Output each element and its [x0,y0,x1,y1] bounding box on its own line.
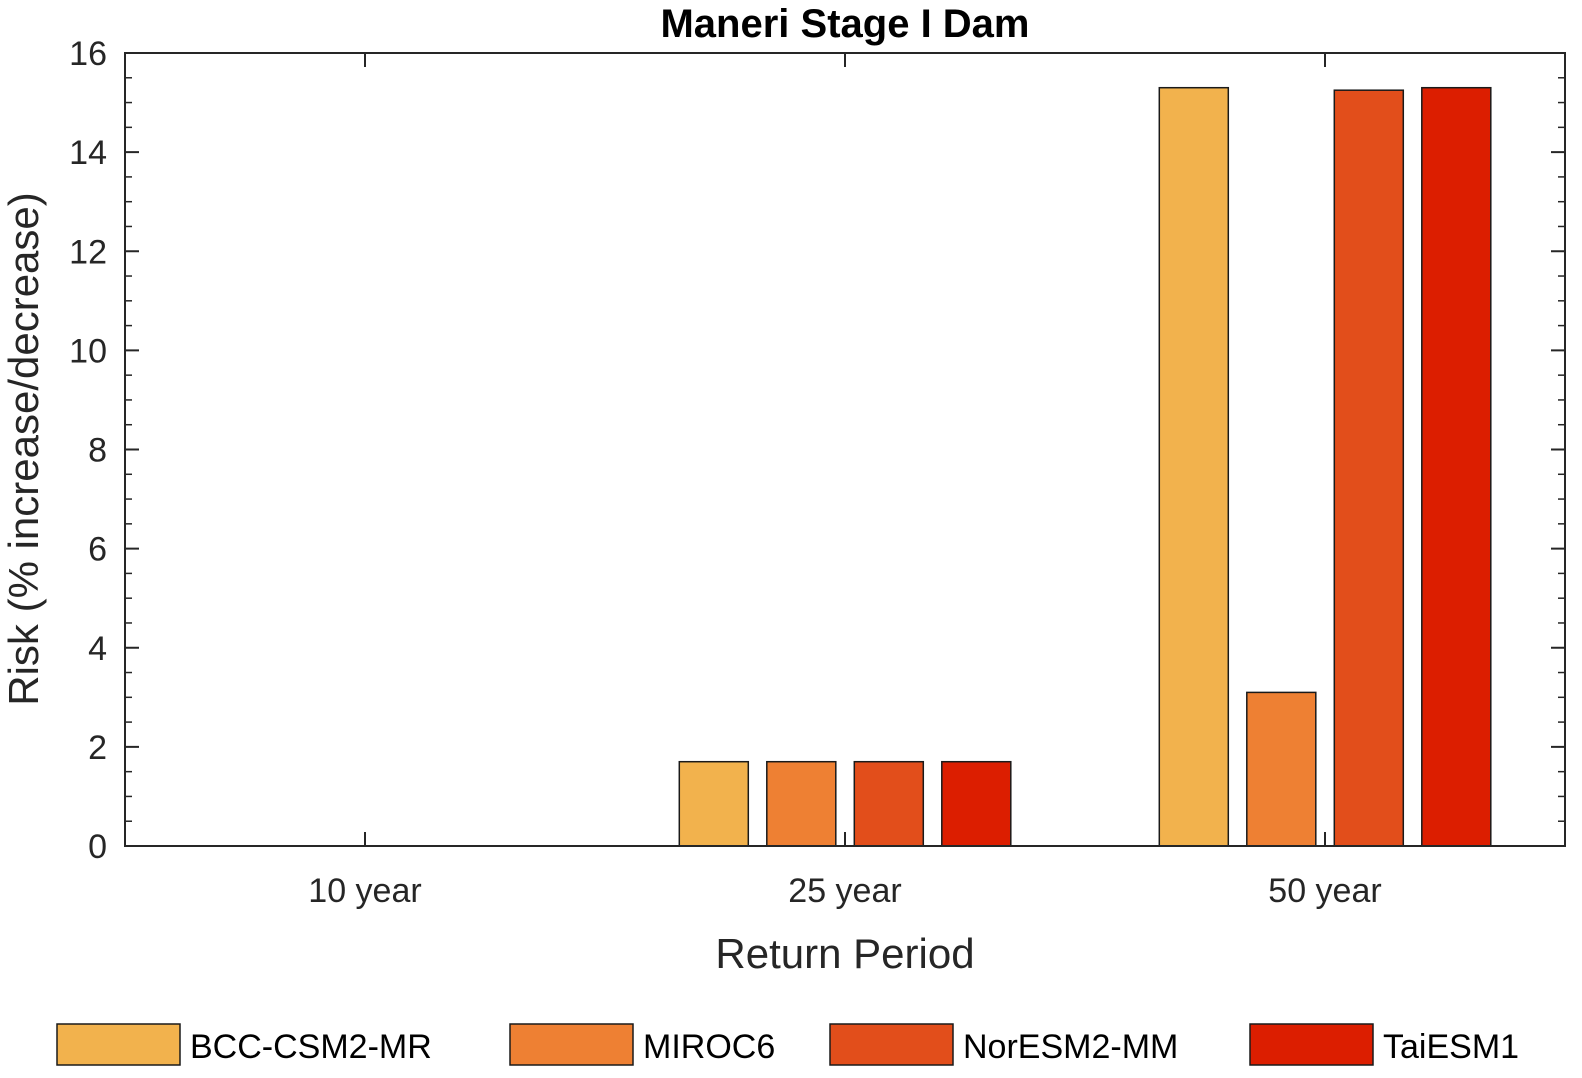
x-tick-label: 50 year [1268,872,1381,910]
bars-layer [678,86,1492,847]
x-axis-label: Return Period [715,930,974,977]
legend-swatch [509,1023,634,1066]
y-tick-label: 14 [69,134,107,172]
bar-noresm2-mm-25-year [853,760,925,847]
axis-ticks: 0 2 4 6 8 10 12 14 16 10 year 25 year 50 year [69,35,1565,910]
y-tick-label: 12 [69,233,107,271]
legend-swatch [56,1023,181,1066]
y-tick-label: 4 [88,630,107,668]
y-tick-label: 16 [69,35,107,73]
y-tick-label: 0 [88,828,107,866]
bar-bcc-csm2-mr-25-year [678,760,750,847]
bar-bcc-csm2-mr-50-year [1158,86,1230,847]
y-tick-label: 2 [88,729,107,767]
bar-taiesm1-50-year [1421,86,1492,847]
legend-swatch [1249,1023,1374,1066]
y-tick-label: 8 [88,432,107,470]
legend-label: BCC-CSM2-MR [190,1028,432,1066]
chart-title: Maneri Stage I Dam [660,2,1029,46]
y-tick-label: 6 [88,531,107,569]
legend-label: NorESM2-MM [963,1028,1178,1066]
y-axis-label: Risk (% increase/decrease) [0,192,47,706]
legend-swatch [829,1023,954,1066]
bar-taiesm1-25-year [941,760,1012,847]
legend-label: TaiESM1 [1383,1028,1519,1066]
y-tick-label: 10 [69,332,107,370]
bar-miroc6-50-year [1246,691,1317,847]
bar-noresm2-mm-50-year [1333,89,1405,847]
legend: BCC-CSM2-MR MIROC6 NorESM2-MM TaiESM1 [56,1023,1519,1066]
bar-miroc6-25-year [766,760,837,847]
legend-label: MIROC6 [643,1028,775,1066]
x-tick-label: 10 year [308,872,421,910]
x-tick-label: 25 year [788,872,901,910]
